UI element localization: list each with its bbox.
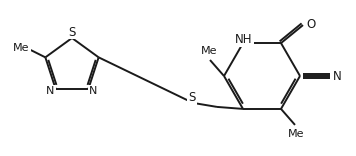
Text: Me: Me <box>288 129 304 139</box>
Text: NH: NH <box>235 33 253 46</box>
Text: Me: Me <box>13 43 30 53</box>
Text: S: S <box>68 25 76 39</box>
Text: N: N <box>46 86 55 96</box>
Text: N: N <box>89 86 98 96</box>
Text: S: S <box>188 91 196 104</box>
Text: Me: Me <box>201 46 217 56</box>
Text: O: O <box>307 18 316 31</box>
Text: N: N <box>333 70 341 83</box>
